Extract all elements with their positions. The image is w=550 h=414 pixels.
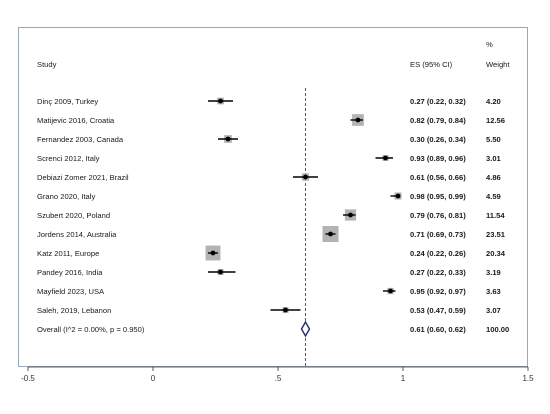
study-label: Matijevic 2016, Croatia xyxy=(37,116,115,125)
overall-es-ci: 0.61 (0.60, 0.62) xyxy=(410,325,466,334)
study-es-ci: 0.27 (0.22, 0.33) xyxy=(410,268,466,277)
study-weight: 3.01 xyxy=(486,154,502,163)
study-label: Grano 2020, Italy xyxy=(37,192,95,201)
study-label: Pandey 2016, India xyxy=(37,268,103,277)
study-point-estimate xyxy=(355,117,361,123)
x-tick-label: -0.5 xyxy=(21,374,35,383)
study-label: Mayfield 2023, USA xyxy=(37,287,105,296)
overall-weight: 100.00 xyxy=(486,325,509,334)
x-tick-label: .5 xyxy=(275,374,282,383)
study-point-estimate xyxy=(328,231,333,237)
header-study: Study xyxy=(37,60,57,69)
study-point-estimate xyxy=(210,250,216,256)
study-label: Fernandez 2003, Canada xyxy=(37,135,124,144)
study-point-estimate xyxy=(283,307,288,313)
study-es-ci: 0.71 (0.69, 0.73) xyxy=(410,230,466,239)
study-point-estimate xyxy=(218,98,223,104)
x-tick-label: 0 xyxy=(151,374,156,383)
study-es-ci: 0.98 (0.95, 0.99) xyxy=(410,192,466,201)
study-weight: 12.56 xyxy=(486,116,505,125)
study-label: Szubert 2020, Poland xyxy=(37,211,110,220)
study-point-estimate xyxy=(348,212,353,218)
study-label: Debiazi Zomer 2021, Brazil xyxy=(37,173,129,182)
study-es-ci: 0.95 (0.92, 0.97) xyxy=(410,287,466,296)
study-weight: 23.51 xyxy=(486,230,506,239)
overall-label: Overall (I^2 = 0.00%, p = 0.950) xyxy=(37,325,145,334)
study-weight: 4.86 xyxy=(486,173,501,182)
study-point-estimate xyxy=(225,136,231,142)
header-es-ci: ES (95% CI) xyxy=(410,60,453,69)
study-weight: 3.19 xyxy=(486,268,501,277)
study-es-ci: 0.24 (0.22, 0.26) xyxy=(410,249,466,258)
study-weight: 5.50 xyxy=(486,135,501,144)
study-label: Dinç 2009, Turkey xyxy=(37,97,98,106)
study-weight: 11.54 xyxy=(486,211,505,220)
study-es-ci: 0.30 (0.26, 0.34) xyxy=(410,135,466,144)
header-weight-percent: % xyxy=(486,40,493,49)
study-es-ci: 0.93 (0.89, 0.96) xyxy=(410,154,466,163)
study-weight: 4.59 xyxy=(486,192,501,201)
study-point-estimate xyxy=(388,288,393,294)
study-point-estimate xyxy=(218,269,223,275)
study-point-estimate xyxy=(383,155,388,161)
study-point-estimate xyxy=(303,174,308,180)
study-es-ci: 0.53 (0.47, 0.59) xyxy=(410,306,466,315)
study-es-ci: 0.79 (0.76, 0.81) xyxy=(410,211,466,220)
study-label: Katz 2011, Europe xyxy=(37,249,99,258)
study-weight: 20.34 xyxy=(486,249,506,258)
study-weight: 3.07 xyxy=(486,306,501,315)
study-label: Saleh, 2019, Lebanon xyxy=(37,306,111,315)
study-es-ci: 0.61 (0.56, 0.66) xyxy=(410,173,466,182)
study-es-ci: 0.27 (0.22, 0.32) xyxy=(410,97,466,106)
study-label: Screnci 2012, Italy xyxy=(37,154,100,163)
study-weight: 4.20 xyxy=(486,97,501,106)
header-weight: Weight xyxy=(486,60,510,69)
x-tick-label: 1.5 xyxy=(522,374,534,383)
study-point-estimate xyxy=(395,193,401,199)
study-weight: 3.63 xyxy=(486,287,501,296)
study-label: Jordens 2014, Australia xyxy=(37,230,117,239)
x-tick-label: 1 xyxy=(401,374,406,383)
study-es-ci: 0.82 (0.79, 0.84) xyxy=(410,116,466,125)
overall-diamond xyxy=(300,320,311,338)
